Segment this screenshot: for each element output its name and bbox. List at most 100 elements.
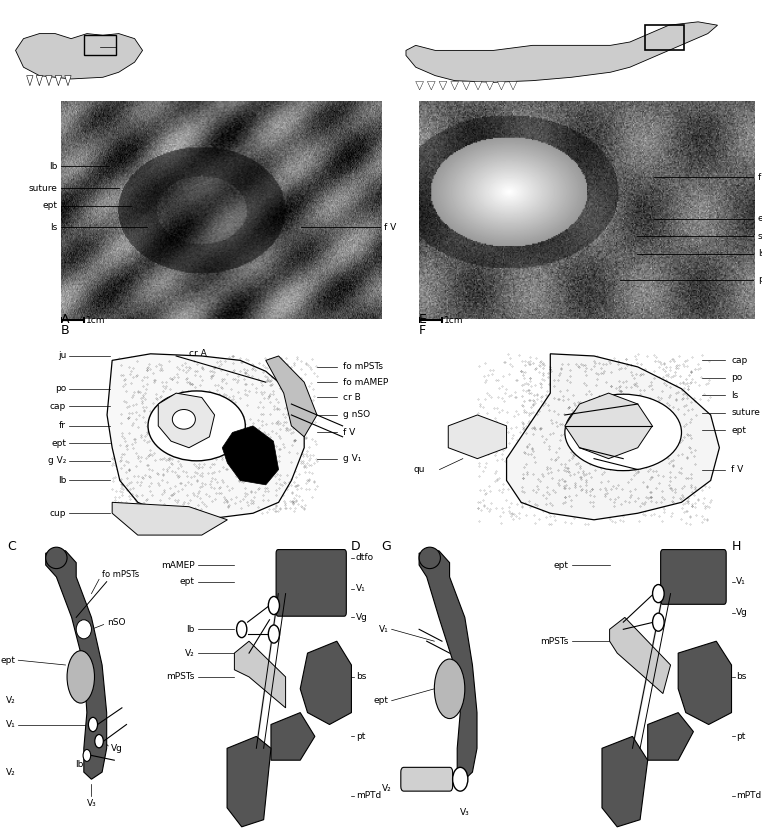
Circle shape	[83, 749, 91, 761]
Text: ept: ept	[757, 214, 762, 223]
Text: g V₂: g V₂	[48, 456, 66, 465]
Text: A: A	[61, 313, 69, 327]
Text: 1cm: 1cm	[444, 316, 464, 324]
Circle shape	[88, 717, 98, 732]
Circle shape	[236, 621, 247, 638]
Text: V₁: V₁	[356, 585, 366, 593]
Text: pt: pt	[736, 732, 745, 741]
Text: D: D	[351, 540, 360, 554]
Text: fo mAMEP: fo mAMEP	[343, 378, 388, 386]
Polygon shape	[565, 393, 652, 459]
Text: ept: ept	[51, 438, 66, 448]
Text: f V: f V	[343, 428, 355, 437]
Text: cr B: cr B	[343, 393, 360, 402]
Text: V₁: V₁	[5, 720, 15, 729]
Ellipse shape	[434, 659, 465, 718]
Polygon shape	[486, 81, 494, 90]
Text: fr: fr	[59, 422, 66, 430]
Text: cap: cap	[731, 356, 748, 365]
Circle shape	[453, 768, 468, 791]
FancyBboxPatch shape	[661, 549, 726, 604]
Circle shape	[94, 734, 104, 748]
Text: mPTd: mPTd	[356, 791, 381, 801]
Polygon shape	[439, 81, 447, 90]
Text: ept: ept	[43, 201, 58, 210]
Text: V₃: V₃	[460, 808, 469, 817]
Text: V₂: V₂	[5, 696, 15, 706]
Text: F: F	[419, 324, 426, 338]
Polygon shape	[158, 393, 215, 448]
Ellipse shape	[46, 547, 67, 569]
Text: fo mPSTs: fo mPSTs	[102, 570, 139, 579]
Text: f V: f V	[384, 223, 396, 232]
Text: mPTd: mPTd	[736, 791, 761, 801]
Text: E: E	[419, 313, 427, 327]
Polygon shape	[406, 22, 718, 82]
Text: ls: ls	[731, 391, 738, 400]
Ellipse shape	[148, 391, 245, 461]
FancyBboxPatch shape	[276, 549, 346, 617]
Text: lb: lb	[187, 625, 195, 634]
Text: cup: cup	[50, 509, 66, 517]
Ellipse shape	[565, 394, 681, 470]
Text: C: C	[8, 540, 16, 554]
Circle shape	[268, 625, 280, 643]
Text: ept: ept	[373, 696, 389, 706]
Polygon shape	[271, 712, 315, 760]
Text: V₂: V₂	[382, 785, 392, 793]
Text: 1cm: 1cm	[86, 316, 106, 324]
Text: f V: f V	[757, 173, 762, 181]
Polygon shape	[266, 356, 317, 437]
Text: mPSTs: mPSTs	[540, 637, 568, 646]
Polygon shape	[610, 617, 671, 694]
Ellipse shape	[67, 651, 94, 703]
Polygon shape	[498, 81, 505, 90]
Polygon shape	[451, 81, 459, 90]
Polygon shape	[27, 76, 33, 86]
Text: H: H	[732, 540, 741, 554]
Text: mAMEP: mAMEP	[162, 560, 195, 570]
Text: pt: pt	[356, 732, 365, 741]
Polygon shape	[427, 81, 435, 90]
Text: suture: suture	[757, 232, 762, 241]
Polygon shape	[107, 354, 304, 520]
Text: qu: qu	[414, 465, 425, 474]
Polygon shape	[227, 737, 271, 827]
Polygon shape	[37, 76, 43, 86]
Text: cap: cap	[50, 402, 66, 411]
Text: B: B	[61, 324, 69, 338]
Text: suture: suture	[731, 408, 760, 417]
Polygon shape	[46, 76, 52, 86]
Circle shape	[652, 585, 664, 602]
Text: suture: suture	[29, 184, 58, 192]
Text: po: po	[757, 276, 762, 285]
Text: po: po	[731, 373, 742, 382]
Polygon shape	[602, 737, 648, 827]
Polygon shape	[474, 81, 482, 90]
Text: g nSO: g nSO	[343, 411, 370, 419]
Polygon shape	[463, 81, 470, 90]
Text: V₁: V₁	[736, 577, 746, 586]
Circle shape	[268, 596, 280, 615]
Text: f V: f V	[731, 465, 743, 474]
Text: bs: bs	[736, 672, 747, 681]
Text: ju: ju	[58, 351, 66, 360]
Text: V₃: V₃	[87, 799, 96, 807]
Text: lb: lb	[50, 162, 58, 171]
Bar	[645, 25, 684, 50]
Circle shape	[652, 613, 664, 631]
Bar	[84, 35, 116, 55]
Polygon shape	[46, 551, 107, 780]
Polygon shape	[300, 641, 351, 724]
Text: V₂: V₂	[5, 768, 15, 777]
Text: Vg: Vg	[736, 608, 748, 617]
Text: po: po	[55, 384, 66, 393]
Polygon shape	[15, 34, 142, 79]
Polygon shape	[416, 81, 424, 90]
Polygon shape	[509, 81, 517, 90]
Text: ept: ept	[731, 426, 746, 435]
Polygon shape	[419, 551, 477, 780]
Text: V₁: V₁	[379, 625, 389, 634]
Polygon shape	[55, 76, 62, 86]
Text: ls: ls	[757, 249, 762, 258]
